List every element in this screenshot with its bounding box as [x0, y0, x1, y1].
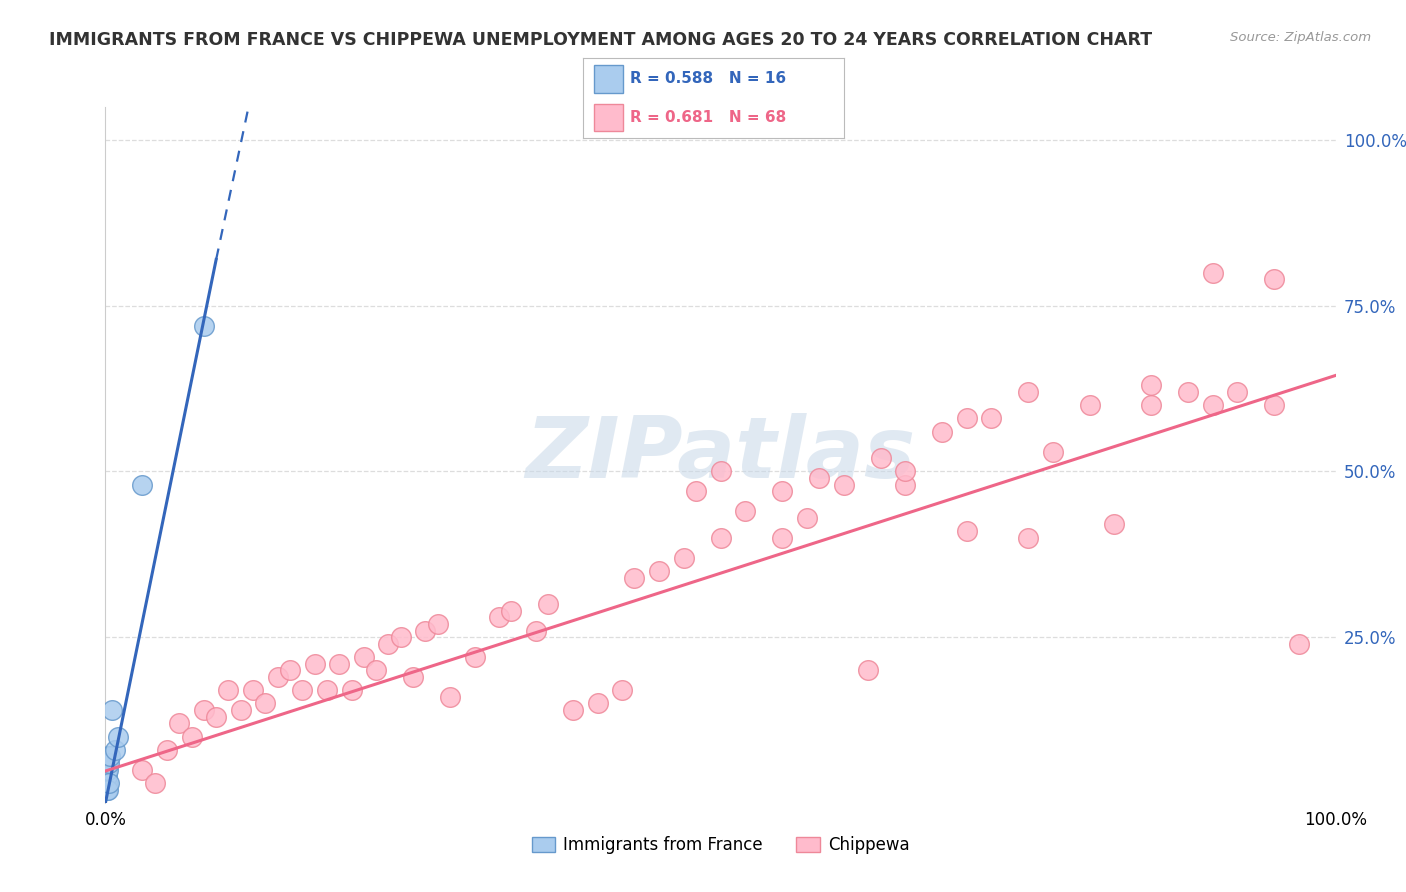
Point	[894, 465, 917, 479]
Point	[956, 524, 979, 538]
Point	[1017, 531, 1039, 545]
Point	[242, 683, 264, 698]
Point	[524, 624, 547, 638]
Point	[1288, 637, 1310, 651]
Point	[710, 531, 733, 545]
Point	[1078, 398, 1101, 412]
Point	[770, 484, 793, 499]
Point	[96, 776, 118, 790]
Point	[156, 743, 179, 757]
Point	[267, 670, 290, 684]
Point	[96, 782, 118, 797]
Point	[254, 697, 277, 711]
Point	[1263, 272, 1285, 286]
Text: IMMIGRANTS FROM FRANCE VS CHIPPEWA UNEMPLOYMENT AMONG AGES 20 TO 24 YEARS CORREL: IMMIGRANTS FROM FRANCE VS CHIPPEWA UNEMP…	[49, 31, 1153, 49]
Point	[1263, 398, 1285, 412]
Point	[96, 763, 118, 777]
Point	[353, 650, 375, 665]
Point	[97, 749, 120, 764]
Point	[869, 451, 891, 466]
Point	[672, 550, 695, 565]
Point	[304, 657, 326, 671]
Point	[169, 716, 191, 731]
Point	[315, 683, 337, 698]
Point	[956, 411, 979, 425]
Point	[143, 776, 166, 790]
Point	[488, 610, 510, 624]
Point	[1140, 398, 1163, 412]
Point	[1226, 384, 1249, 399]
Point	[366, 663, 388, 677]
Point	[537, 597, 560, 611]
Point	[734, 504, 756, 518]
Point	[1017, 384, 1039, 399]
Bar	[593, 103, 623, 131]
Point	[193, 703, 215, 717]
Point	[278, 663, 301, 677]
Point	[858, 663, 880, 677]
Point	[562, 703, 585, 717]
Point	[415, 624, 437, 638]
Point	[107, 730, 129, 744]
Point	[402, 670, 425, 684]
Point	[1102, 517, 1125, 532]
Point	[439, 690, 461, 704]
Point	[96, 769, 118, 783]
Point	[770, 531, 793, 545]
Point	[648, 564, 671, 578]
Point	[131, 763, 153, 777]
Point	[980, 411, 1002, 425]
Point	[1202, 266, 1225, 280]
Point	[98, 756, 121, 770]
Point	[501, 604, 523, 618]
Point	[104, 743, 127, 757]
Point	[205, 709, 228, 723]
Point	[389, 630, 412, 644]
Text: Source: ZipAtlas.com: Source: ZipAtlas.com	[1230, 31, 1371, 45]
Point	[796, 511, 818, 525]
Bar	[593, 65, 623, 93]
Legend: Immigrants from France, Chippewa: Immigrants from France, Chippewa	[524, 830, 917, 861]
Point	[426, 616, 449, 631]
Point	[1202, 398, 1225, 412]
Point	[291, 683, 314, 698]
Point	[100, 703, 122, 717]
Point	[97, 763, 120, 777]
Point	[464, 650, 486, 665]
Point	[1042, 444, 1064, 458]
Point	[623, 570, 645, 584]
Text: R = 0.588   N = 16: R = 0.588 N = 16	[630, 71, 786, 87]
Point	[328, 657, 350, 671]
Point	[710, 465, 733, 479]
Point	[97, 756, 120, 770]
Point	[98, 749, 122, 764]
Text: ZIPatlas: ZIPatlas	[526, 413, 915, 497]
Point	[807, 471, 830, 485]
Point	[229, 703, 252, 717]
Point	[98, 776, 121, 790]
Point	[586, 697, 609, 711]
Text: R = 0.681   N = 68: R = 0.681 N = 68	[630, 110, 786, 125]
Point	[193, 318, 215, 333]
Point	[1177, 384, 1199, 399]
Point	[340, 683, 363, 698]
Point	[832, 477, 855, 491]
Point	[1140, 378, 1163, 392]
Point	[131, 477, 153, 491]
Point	[685, 484, 707, 499]
Point	[377, 637, 399, 651]
Point	[894, 477, 917, 491]
Point	[931, 425, 953, 439]
Point	[610, 683, 633, 698]
Point	[218, 683, 240, 698]
Point	[97, 782, 120, 797]
Point	[180, 730, 202, 744]
